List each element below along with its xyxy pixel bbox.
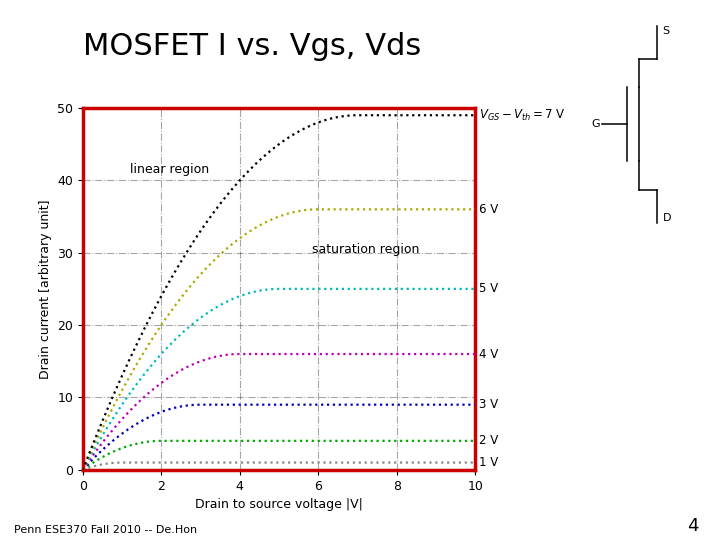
X-axis label: Drain to source voltage |V|: Drain to source voltage |V| [195, 498, 363, 511]
Text: 5 V: 5 V [479, 282, 498, 295]
Text: Penn ESE370 Fall 2010 -- De.Hon: Penn ESE370 Fall 2010 -- De.Hon [14, 524, 197, 535]
Text: D: D [662, 213, 671, 222]
Text: linear region: linear region [130, 163, 209, 176]
Text: 6 V: 6 V [479, 203, 498, 216]
Text: 3 V: 3 V [479, 398, 498, 411]
Text: S: S [662, 26, 670, 36]
Text: $V_{GS}-V_{th}=7$ V: $V_{GS}-V_{th}=7$ V [479, 107, 566, 123]
Text: 2 V: 2 V [479, 434, 498, 447]
Text: saturation region: saturation region [312, 242, 420, 255]
Text: MOSFET I vs. Vgs, Vds: MOSFET I vs. Vgs, Vds [83, 32, 421, 62]
Text: 4 V: 4 V [479, 348, 498, 361]
Text: 4: 4 [687, 517, 698, 535]
Text: G: G [592, 119, 600, 129]
Y-axis label: Drain current [arbitrary unit]: Drain current [arbitrary unit] [39, 199, 52, 379]
Text: 1 V: 1 V [479, 456, 498, 469]
